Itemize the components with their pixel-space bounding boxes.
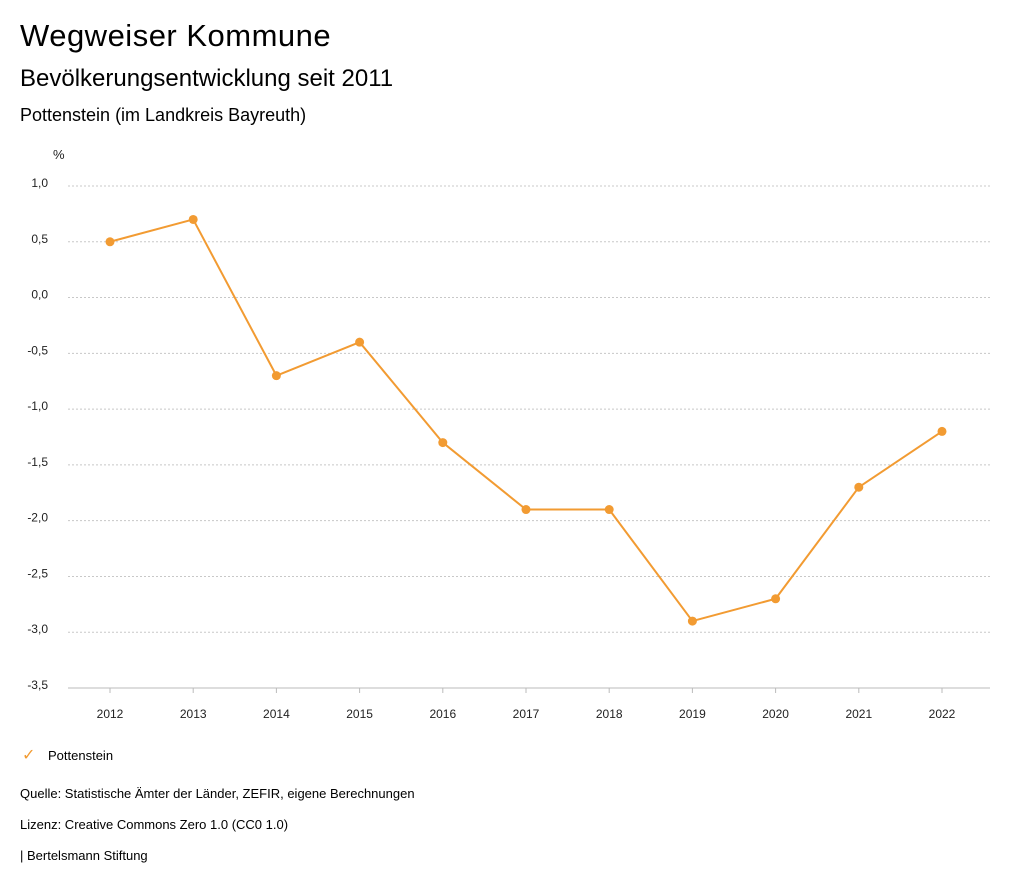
x-tick-label: 2020 bbox=[762, 707, 789, 721]
y-tick-label: -1,5 bbox=[27, 455, 48, 469]
x-tick-label: 2022 bbox=[929, 707, 956, 721]
region-label: Pottenstein (im Landkreis Bayreuth) bbox=[20, 105, 307, 125]
data-point[interactable] bbox=[188, 214, 198, 224]
y-tick-label: -3,0 bbox=[27, 622, 48, 636]
check-icon: ✓ bbox=[22, 747, 36, 764]
x-tick-label: 2013 bbox=[180, 707, 207, 721]
y-tick-label: 0,5 bbox=[31, 232, 48, 246]
series-line-pottenstein bbox=[109, 218, 943, 623]
x-tick-label: 2014 bbox=[263, 707, 290, 721]
chart-subtitle: Bevölkerungsentwicklung seit 2011 bbox=[20, 65, 394, 92]
x-axis-ticks: 2012 2013 2014 2015 2016 2017 2018 2019 2020 2021… bbox=[97, 688, 956, 721]
data-point[interactable] bbox=[105, 237, 115, 247]
series-layer bbox=[105, 214, 947, 626]
y-tick-label: -3,5 bbox=[27, 678, 48, 692]
y-axis-ticks: 1,0 0,5 0,0 -0,5 -1,0 -1,5 -2,0 -2,5 -3,0 -3,5 bbox=[27, 176, 48, 692]
grid-lines bbox=[68, 185, 990, 689]
x-tick-label: 2018 bbox=[596, 707, 623, 721]
x-tick-label: 2019 bbox=[679, 707, 706, 721]
y-tick-label: -2,0 bbox=[27, 511, 48, 525]
x-tick-label: 2021 bbox=[845, 707, 872, 721]
data-point[interactable] bbox=[854, 482, 864, 492]
data-point[interactable] bbox=[438, 438, 448, 448]
line-chart: % 1,00,50,0-0,5-1,0-1,5-2,0-2,5-3,0-3,5 … bbox=[27, 147, 990, 721]
x-tick-label: 2016 bbox=[429, 707, 456, 721]
x-tick-label: 2012 bbox=[97, 707, 124, 721]
y-tick-label: 0,0 bbox=[31, 288, 48, 302]
data-point[interactable] bbox=[521, 505, 531, 515]
y-tick-label: -1,0 bbox=[27, 399, 48, 413]
legend[interactable]: ✓ Pottenstein bbox=[22, 745, 113, 765]
data-point[interactable] bbox=[271, 371, 281, 381]
y-axis-unit-label: % bbox=[53, 147, 65, 162]
x-tick-label: 2017 bbox=[513, 707, 540, 721]
y-tick-label: -0,5 bbox=[27, 343, 48, 357]
x-tick-label: 2015 bbox=[346, 707, 373, 721]
data-point[interactable] bbox=[687, 616, 697, 626]
publisher-note: | Bertelsmann Stiftung bbox=[20, 848, 148, 863]
y-tick-label: 1,0 bbox=[31, 176, 48, 190]
y-tick-label: -2,5 bbox=[27, 566, 48, 580]
data-point[interactable] bbox=[771, 594, 781, 604]
page-title: Wegweiser Kommune bbox=[20, 18, 332, 53]
license-note: Lizenz: Creative Commons Zero 1.0 (CC0 1… bbox=[20, 817, 289, 832]
data-point[interactable] bbox=[937, 426, 947, 436]
legend-label-pottenstein: Pottenstein bbox=[48, 747, 114, 763]
source-note: Quelle: Statistische Ämter der Länder, Z… bbox=[20, 786, 415, 801]
data-point[interactable] bbox=[355, 337, 365, 347]
data-point[interactable] bbox=[604, 505, 614, 515]
